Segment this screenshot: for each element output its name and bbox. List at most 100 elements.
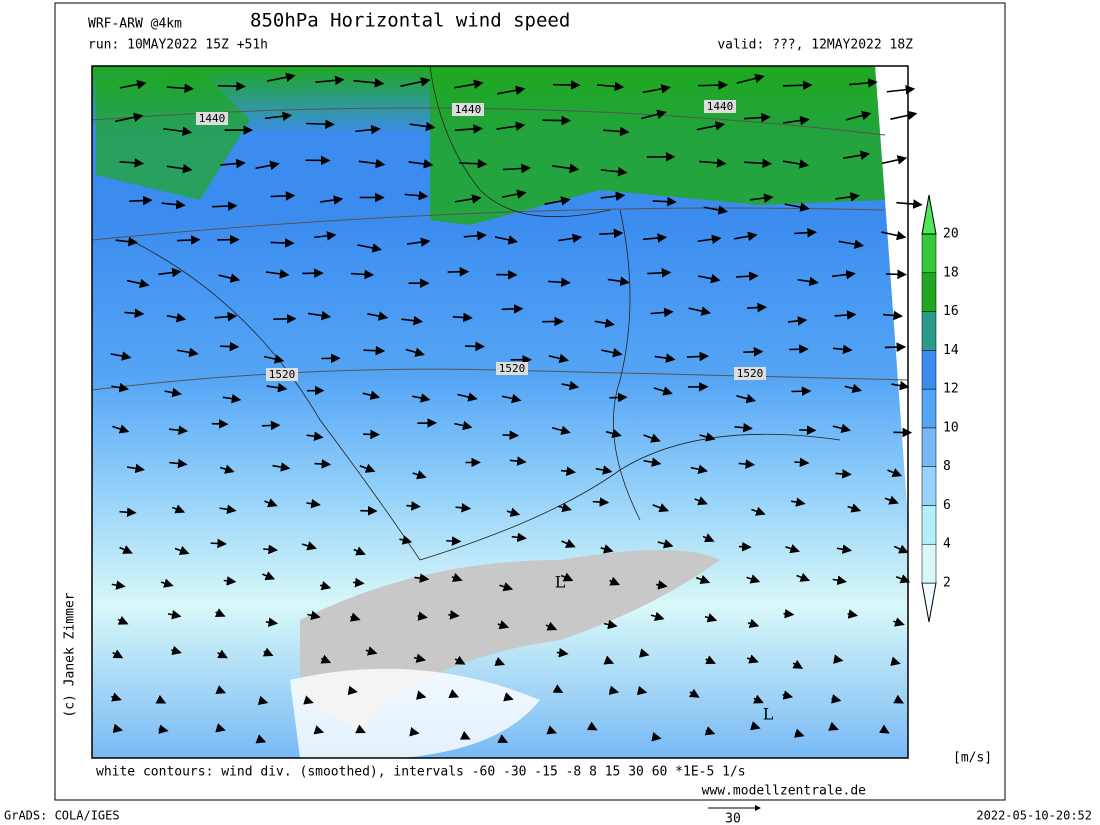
wind-arrow [751, 506, 766, 516]
wind-arrow [214, 311, 238, 322]
wind-arrow [263, 354, 285, 364]
wind-arrow [126, 278, 150, 289]
wind-arrow [734, 422, 753, 433]
wind-arrow [641, 109, 667, 120]
wind-arrow [560, 572, 574, 582]
wind-arrow [463, 230, 487, 241]
colorbar-label: 6 [943, 498, 951, 513]
wind-arrow [608, 685, 620, 695]
wind-arrow [454, 420, 473, 431]
wind-arrow [506, 507, 521, 517]
wind-arrow [409, 726, 420, 737]
label-box [196, 112, 228, 125]
wind-arrow [494, 656, 506, 666]
wind-arrow [363, 345, 386, 356]
wind-arrow [747, 618, 760, 628]
wind-arrow [111, 692, 122, 702]
colorbar-label: 2 [943, 576, 951, 591]
wind-arrow [834, 310, 857, 320]
wind-arrow [704, 613, 718, 623]
wind-arrow [494, 235, 519, 245]
wind-arrow [164, 387, 182, 398]
colorbar-segment [921, 466, 937, 506]
wind-arrow [174, 545, 190, 555]
wind-arrow [355, 124, 381, 135]
wind-arrow [319, 581, 332, 591]
contour-label: 1440 [707, 100, 734, 113]
contour-label: 1520 [269, 368, 296, 381]
wind-arrow [746, 574, 761, 584]
wind-arrow [704, 726, 716, 736]
wind-arrow [643, 433, 661, 443]
wind-arrow [600, 544, 614, 554]
wind-arrow [301, 541, 317, 551]
wind-arrow [119, 507, 137, 518]
frame [54, 2, 1006, 801]
wind-arrow [167, 609, 182, 620]
label-box [734, 367, 766, 380]
wind-arrow [652, 503, 670, 513]
wind-arrow [747, 302, 768, 313]
wind-arrow [161, 199, 186, 210]
wind-arrow [833, 654, 844, 664]
wind-arrow [320, 654, 332, 664]
wind-arrow [838, 239, 865, 249]
wind-arrow [115, 236, 138, 247]
wind-arrow [792, 659, 804, 669]
wind-arrow [367, 311, 389, 321]
wind-arrow [753, 694, 764, 704]
wind-arrow [652, 196, 677, 207]
wind-arrow [112, 424, 130, 434]
software: GrADS: COLA/IGES [4, 809, 120, 823]
wind-arrow [650, 611, 665, 621]
wind-arrow [158, 267, 182, 278]
wind-arrow [261, 420, 281, 431]
wind-arrow [215, 685, 227, 695]
wind-arrow [698, 273, 721, 284]
wind-arrow [787, 316, 808, 326]
wind-arrow [782, 80, 813, 91]
colorbar-cap [921, 582, 937, 623]
wind-arrow [115, 112, 144, 123]
strong-wind [430, 66, 885, 225]
wind-arrow [501, 304, 524, 314]
wind-arrow [362, 390, 381, 400]
wind-arrow [654, 353, 676, 363]
wind-arrow [789, 344, 809, 355]
wind-arrow [464, 341, 485, 352]
wind-arrow [828, 721, 839, 731]
wind-arrow [695, 575, 711, 585]
wind-arrow [794, 457, 810, 468]
wind-arrow [690, 464, 708, 474]
wind-arrow [129, 195, 153, 206]
wind-arrow [415, 690, 427, 700]
wind-arrow [600, 191, 626, 201]
colorbar-segment [921, 311, 937, 351]
wind-arrow [255, 160, 280, 171]
wind-arrow [736, 271, 759, 281]
wind-arrow [306, 498, 321, 509]
wind-arrow [594, 318, 615, 328]
wind-arrow [359, 463, 376, 473]
colorbar-segment [921, 427, 937, 467]
wind-arrow [112, 723, 124, 734]
wind-arrow [303, 695, 314, 705]
wind-arrow [217, 81, 246, 92]
wind-arrow [738, 459, 756, 469]
colorbar-segment [921, 388, 937, 429]
wind-arrow [609, 392, 628, 403]
wind-arrow [782, 159, 810, 169]
wind-arrow [266, 382, 288, 393]
wind-arrow [642, 84, 671, 94]
colorbar-label: 20 [943, 227, 959, 242]
wind-arrow [353, 78, 385, 88]
wind-arrow [783, 608, 795, 619]
wind-arrow [176, 347, 199, 358]
wind-arrow [501, 393, 522, 404]
wind-arrow [600, 166, 628, 177]
contour-label: 1440 [455, 103, 482, 116]
wind-arrow [696, 121, 726, 131]
wind-arrow [459, 158, 488, 169]
wind-arrow [169, 458, 188, 469]
website: www.modellzentrale.de [702, 784, 867, 799]
